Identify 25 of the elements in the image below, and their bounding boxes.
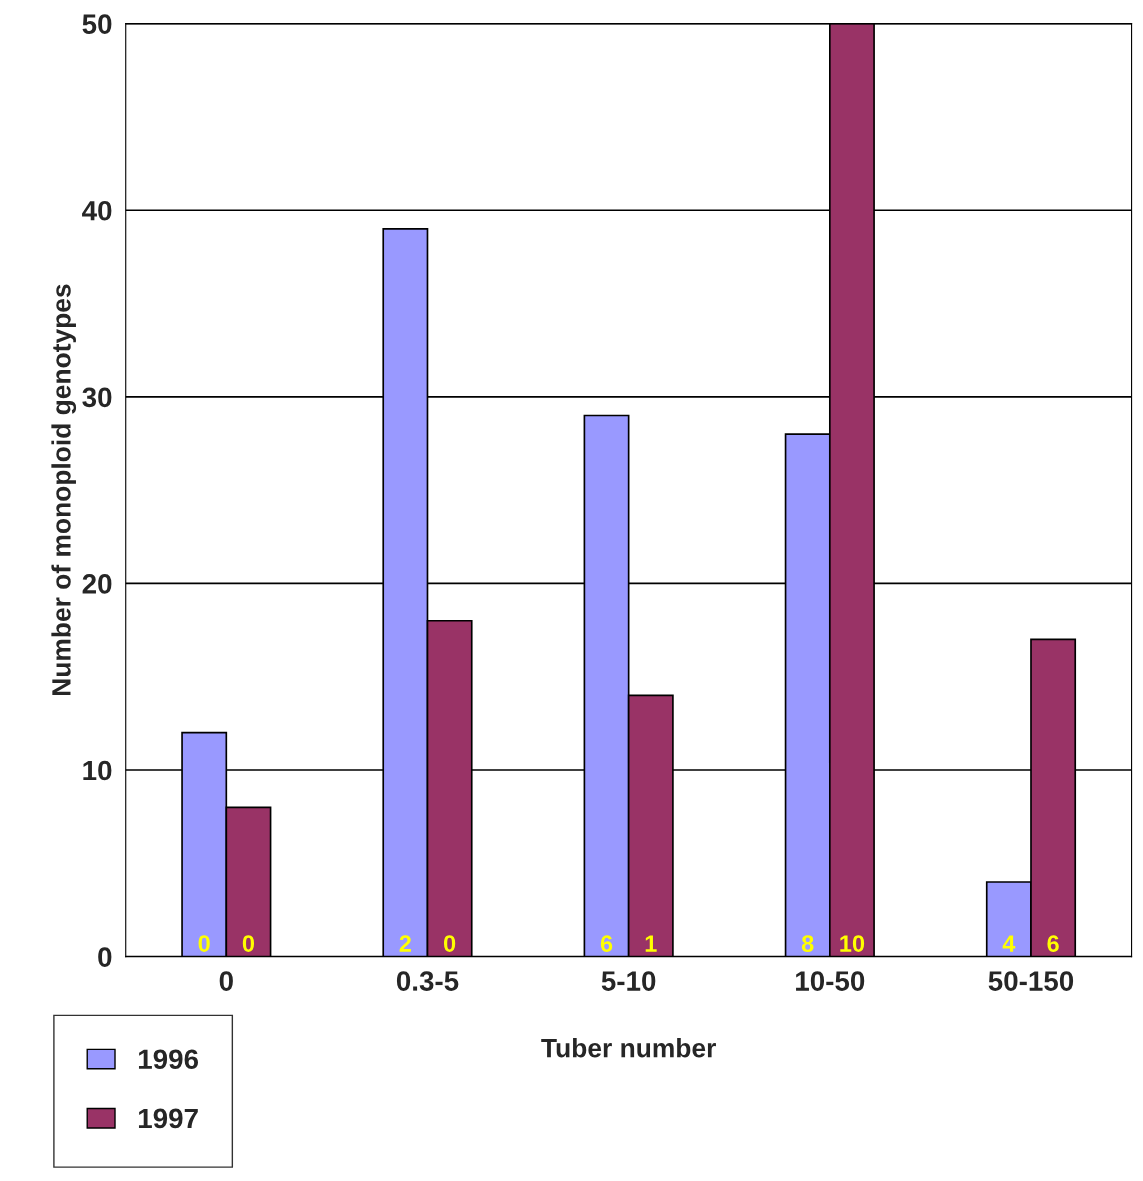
legend-label: 1996 xyxy=(138,1049,199,1070)
y-tick-label: 50 xyxy=(82,14,112,34)
annotation: 0 xyxy=(242,935,255,952)
annotation: 4 xyxy=(1002,935,1016,952)
y-tick-label: 20 xyxy=(82,574,112,594)
y-tick-label: 0 xyxy=(98,947,112,967)
annotation: 0 xyxy=(198,935,210,952)
y-tick-label: 10 xyxy=(83,760,112,781)
annotation: 6 xyxy=(1047,935,1059,952)
annotation: 8 xyxy=(801,935,814,952)
annotation: 2 xyxy=(399,935,411,952)
annotation: 6 xyxy=(600,935,613,952)
annotation: 10 xyxy=(840,935,865,952)
legend-label: 1997 xyxy=(138,1108,198,1129)
x-axis-title: Tuber number xyxy=(541,1038,716,1058)
y-tick-label: 30 xyxy=(82,387,112,408)
x-tick-label: 10-50 xyxy=(796,971,865,991)
annotation: 1 xyxy=(645,935,657,952)
y-axis-title: Number of monoploid genotypes xyxy=(51,284,77,696)
x-tick-label: 0.3-5 xyxy=(396,971,459,991)
x-tick-label: 5-10 xyxy=(601,971,656,991)
x-tick-label: 0 xyxy=(219,971,233,991)
y-tick-label: 40 xyxy=(82,200,112,221)
x-tick-label: 50-150 xyxy=(988,971,1074,991)
annotation: 0 xyxy=(443,935,456,952)
